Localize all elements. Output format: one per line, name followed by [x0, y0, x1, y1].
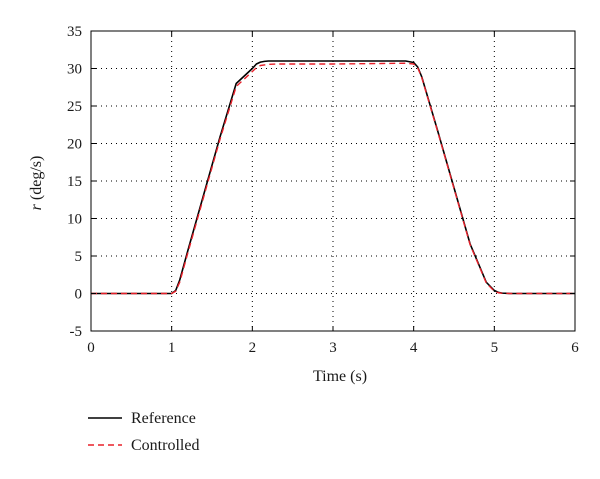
legend: Reference Controlled [88, 410, 199, 454]
series-line-controlled [91, 62, 575, 295]
series-line-reference [91, 60, 575, 295]
y-tick-label: 15 [67, 174, 82, 190]
y-axis-unit: (deg/s) [28, 156, 45, 204]
y-tick-label: 25 [67, 99, 82, 115]
x-tick-label: 4 [410, 340, 418, 356]
legend-label-reference: Reference [131, 410, 196, 427]
y-tick-label: 10 [67, 212, 82, 228]
x-axis-label: Time (s) [313, 368, 367, 385]
x-tick-label: 5 [491, 340, 499, 356]
x-tick-label: 6 [571, 340, 579, 356]
legend-item-reference: Reference [88, 410, 196, 427]
y-tick-label: 20 [67, 137, 82, 153]
legend-label-controlled: Controlled [131, 437, 199, 454]
series-layer [91, 60, 575, 295]
x-tick-label: 3 [329, 340, 337, 356]
y-tick-label: -5 [70, 324, 83, 340]
y-tick-label: 30 [67, 62, 82, 78]
y-tick-label: 0 [75, 287, 83, 303]
legend-item-controlled: Controlled [88, 437, 199, 454]
y-tick-label: 35 [67, 24, 82, 40]
grid [91, 31, 575, 331]
x-tick-label: 0 [87, 340, 95, 356]
x-tick-label: 1 [168, 340, 176, 356]
y-tick-label: 5 [75, 249, 83, 265]
x-tick-label: 2 [249, 340, 257, 356]
y-axis-variable: r [28, 203, 45, 210]
y-axis-label: r (deg/s) [28, 156, 45, 211]
